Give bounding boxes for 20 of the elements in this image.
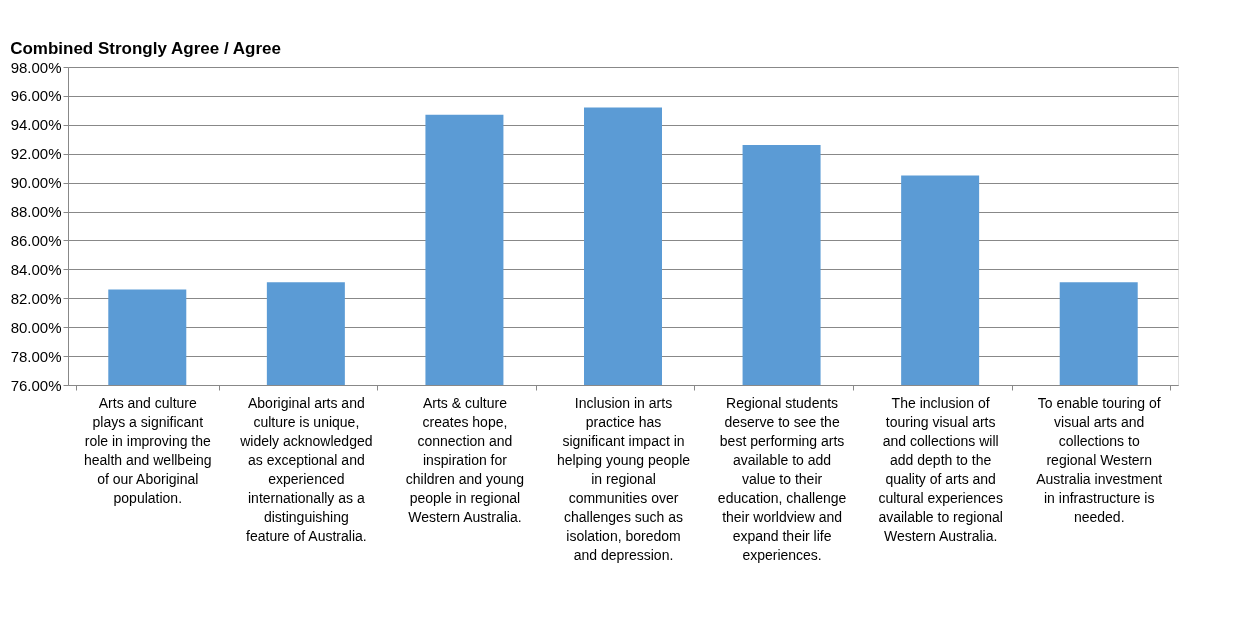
y-tick-label: 88.00% [10,203,62,221]
x-tick-label: To enable touring of visual arts and collections to regional Western Australia investment in infrastructure is needed. [1036,394,1163,525]
y-tick-label: 84.00% [10,260,62,278]
y-tick-label: 92.00% [10,145,62,163]
category-label: Regional students deserve to see the best performing arts available to add value to their education, challenge their worldview and expand their life experiences. [717,394,847,563]
chart-title: Combined Strongly Agree / Agree [10,39,281,58]
y-tick-label: 82.00% [10,289,62,307]
x-tick-label: Arts and culture plays a significant role in improving the health and wellbeing of our Aboriginal population. [83,394,212,506]
x-tick-label: The inclusion of touring visual arts and collections will add depth to the quality of arts and cultural experiences available to regional Western Australia. [878,394,1003,544]
y-tick-label: 98.00% [10,58,62,76]
y-tick-label: 94.00% [10,116,62,134]
y-tick-label: 78.00% [10,347,62,365]
x-tick-label: Arts & culture creates hope, connection and inspiration for children and young people in regional Western Australia. [405,394,525,525]
y-tick-label: 80.00% [10,318,62,336]
category-label: Inclusion in arts practice has significant impact in helping young people in regional communities over challenges such as isolation, boredom and depression. [556,394,691,563]
x-tick-label: Aboriginal arts and culture is unique, widely acknowledged as exceptional and experienced internationally as a distinguishing feature of Australia. [239,394,373,544]
y-tick-label: 90.00% [10,174,62,192]
y-tick-label: 86.00% [10,231,62,249]
y-tick-label: 76.00% [10,376,62,394]
y-tick-label: 96.00% [10,87,62,105]
